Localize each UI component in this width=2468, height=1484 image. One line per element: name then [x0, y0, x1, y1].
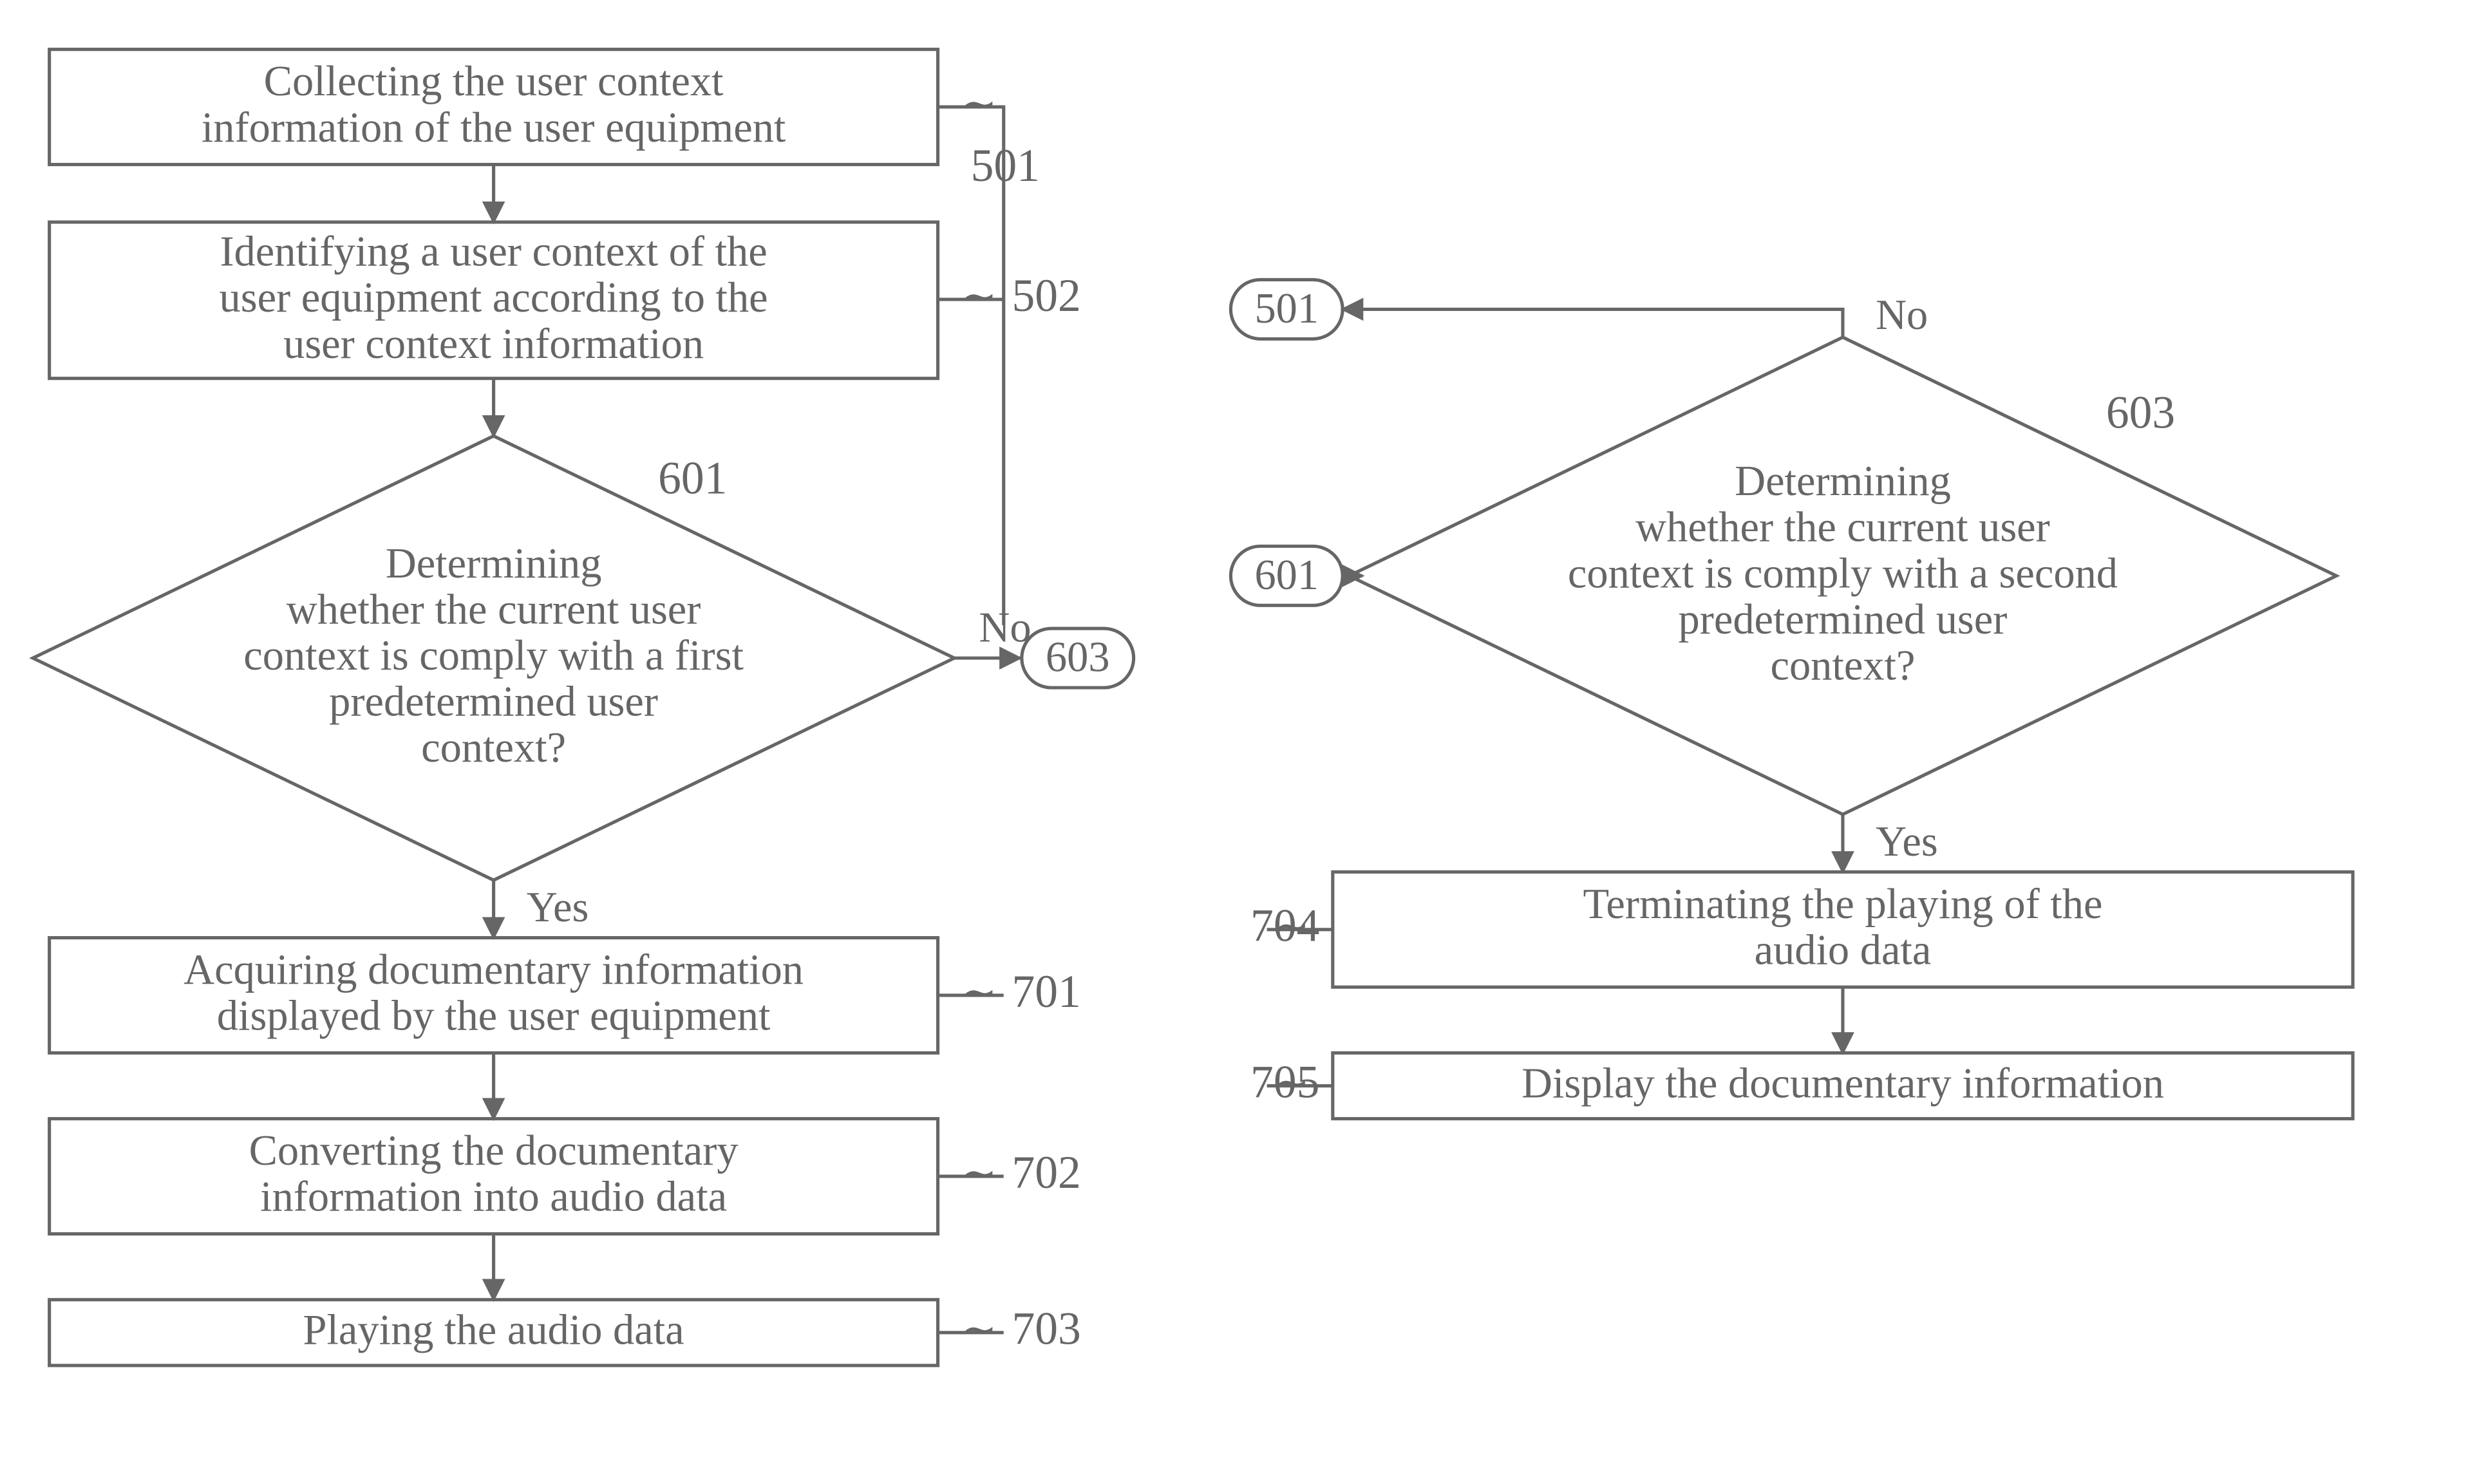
step-label-704: 704	[1250, 901, 1319, 952]
svg-text:501: 501	[1254, 285, 1319, 332]
svg-text:Identifying a user context of: Identifying a user context of theuser eq…	[220, 229, 768, 368]
step-label-703: 703	[1012, 1304, 1081, 1355]
step-label-501: 501	[971, 140, 1040, 191]
svg-text:Determiningwhether the current: Determiningwhether the current userconte…	[1568, 458, 2118, 689]
step-label-705: 705	[1250, 1057, 1319, 1107]
svg-text:603: 603	[1046, 634, 1110, 681]
svg-text:Determiningwhether the current: Determiningwhether the current userconte…	[243, 540, 744, 771]
edge-11	[1342, 309, 1843, 337]
step-label-702: 702	[1012, 1147, 1081, 1198]
svg-text:601: 601	[1254, 552, 1319, 599]
svg-text:Converting the documentaryinfo: Converting the documentaryinformation in…	[249, 1127, 739, 1221]
svg-text:∼: ∼	[961, 81, 997, 128]
edge-label: Yes	[1876, 818, 1938, 865]
step-label-601: 601	[658, 453, 727, 504]
svg-text:∼: ∼	[961, 970, 997, 1017]
svg-text:Playing the audio data: Playing the audio data	[303, 1307, 684, 1354]
svg-text:Acquiring documentary informat: Acquiring documentary informationdisplay…	[184, 946, 804, 1040]
step-label-502: 502	[1012, 270, 1081, 321]
svg-text:∼: ∼	[961, 1151, 997, 1198]
svg-text:Display the documentary inform: Display the documentary information	[1521, 1060, 2164, 1107]
svg-text:∼: ∼	[961, 274, 997, 321]
step-label-701: 701	[1012, 966, 1081, 1017]
edge-label: Yes	[527, 884, 589, 931]
edge-label: No	[1876, 292, 1928, 339]
step-label-603: 603	[2106, 387, 2175, 438]
svg-text:Terminating the playing of the: Terminating the playing of theaudio data	[1583, 881, 2102, 974]
flowchart-canvas: Collecting the user contextinformation o…	[0, 0, 2468, 1481]
svg-text:∼: ∼	[961, 1307, 997, 1354]
svg-text:Collecting the user contextinf: Collecting the user contextinformation o…	[202, 58, 786, 151]
